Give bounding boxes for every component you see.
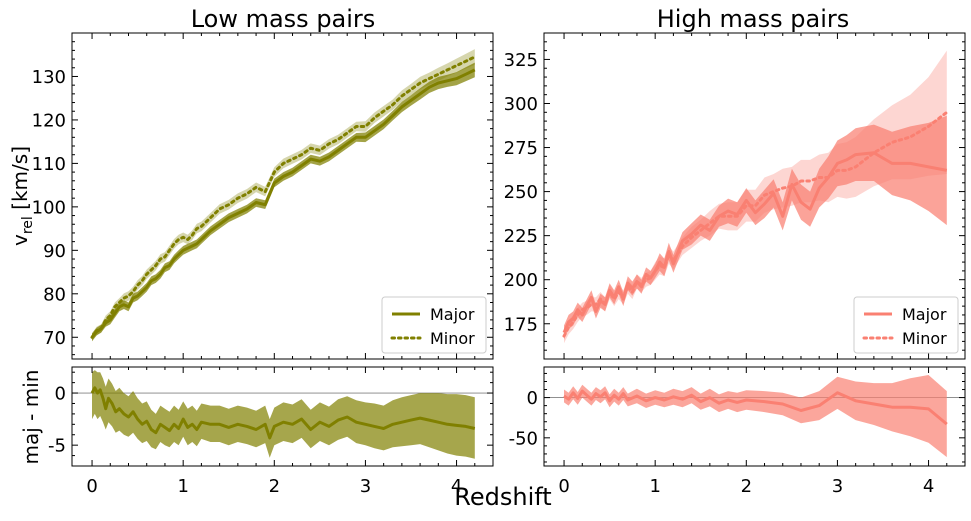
plot-area: [72, 370, 493, 459]
series-line-minor: [562, 110, 949, 338]
high-mass-main-panel: 175 200 225 250 275 300 325 Major Minor: [504, 32, 966, 360]
y-axis-label-unit: [km/s]: [8, 146, 32, 216]
axes-frame: [71, 32, 494, 360]
y-tick-label: 175: [504, 314, 538, 335]
legend: Major Minor: [853, 296, 959, 354]
x-tick-label: 2: [269, 476, 280, 497]
high-mass-difference-panel: 0 1 2 3 4 -50 0: [509, 366, 966, 497]
band-minor: [564, 50, 947, 344]
x-tick-label: 4: [451, 476, 462, 497]
y-tick-label: 120: [32, 110, 66, 131]
band-major: [92, 62, 475, 342]
series-line-major: [90, 68, 476, 339]
y-axis-label-symbol: v: [8, 234, 32, 246]
chart-title-low: Low mass pairs: [191, 5, 376, 33]
plot-area: [562, 50, 949, 344]
plot-area: [544, 375, 965, 458]
x-tick-label: 1: [177, 476, 188, 497]
legend-label-major: Major: [902, 305, 947, 324]
legend-label-major: Major: [430, 305, 475, 324]
axes-frame: [543, 32, 966, 360]
y-tick-label: 300: [504, 94, 538, 115]
axes-frame: [543, 366, 966, 467]
y-axis-label-diff: maj - min: [19, 370, 43, 465]
y-tick-label: 130: [32, 67, 66, 88]
plot-area: [90, 49, 477, 342]
y-tick-label: 0: [55, 384, 66, 405]
x-tick-label: 0: [86, 476, 97, 497]
x-tick-label: 4: [923, 476, 934, 497]
legend: Major Minor: [381, 296, 487, 354]
x-axis-label: Redshift: [454, 483, 551, 511]
series-line-maj-min: [563, 389, 948, 426]
series-line-maj-min: [90, 386, 476, 440]
low-mass-main-panel: 70 80 90 100 110 120 130 Major Minor: [32, 32, 494, 360]
axes-frame: [71, 366, 494, 467]
legend-label-minor: Minor: [430, 329, 475, 348]
y-tick-label: 250: [504, 182, 538, 203]
y-tick-label: 325: [504, 50, 538, 71]
y-tick-label: 100: [32, 197, 66, 218]
x-tick-label: 3: [360, 476, 371, 497]
x-tick-label: 1: [649, 476, 660, 497]
y-tick-label: -50: [509, 428, 538, 449]
legend-label-minor: Minor: [902, 329, 947, 348]
y-tick-label: 225: [504, 226, 538, 247]
y-axis-label-subscript: rel: [20, 216, 36, 234]
band-minor: [92, 49, 475, 342]
y-tick-label: 275: [504, 138, 538, 159]
low-mass-difference-panel: 0 1 2 3 4 -5 0: [48, 366, 494, 497]
band-major: [564, 115, 947, 340]
y-tick-label: 110: [32, 154, 66, 175]
x-tick-label: 3: [832, 476, 843, 497]
y-tick-label: 0: [527, 388, 538, 409]
y-tick-label: 70: [43, 328, 66, 349]
y-axis-label-main: vrel [km/s]: [8, 146, 36, 246]
x-tick-label: 0: [558, 476, 569, 497]
y-tick-label: -5: [48, 436, 66, 457]
band-maj-min: [564, 375, 947, 458]
y-tick-label: 200: [504, 270, 538, 291]
chart-title-high: High mass pairs: [657, 5, 850, 33]
x-tick-label: 2: [741, 476, 752, 497]
series-line-minor: [90, 55, 477, 339]
y-tick-label: 90: [43, 241, 66, 262]
y-tick-label: 80: [43, 284, 66, 305]
band-maj-min: [92, 370, 475, 459]
